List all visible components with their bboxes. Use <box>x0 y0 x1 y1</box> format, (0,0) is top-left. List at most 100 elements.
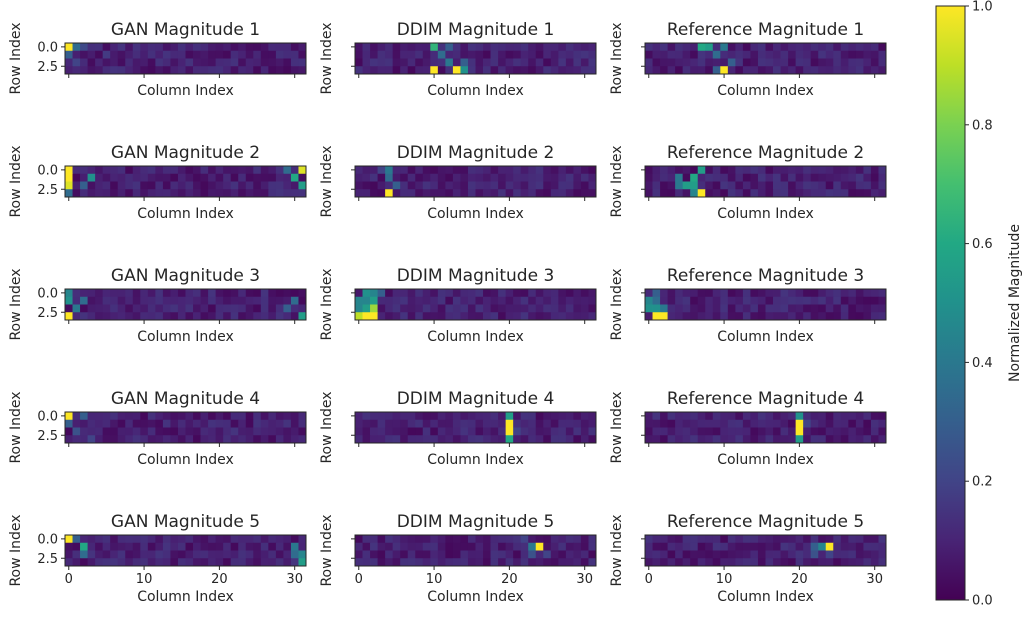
heatmap-cell <box>795 435 804 444</box>
heatmap-cell <box>87 50 96 59</box>
heatmap-cell <box>645 558 653 567</box>
heatmap-cell <box>268 542 277 551</box>
x-tick-label: 30 <box>286 572 303 587</box>
heatmap-cell <box>833 542 842 551</box>
heatmap-cell <box>757 435 766 444</box>
heatmap-cell <box>573 296 582 305</box>
heatmap-cell <box>705 58 714 67</box>
heatmap-cell <box>788 535 797 544</box>
heatmap-cell <box>392 558 401 567</box>
heatmap-cells <box>65 43 307 75</box>
heatmap-cell <box>675 181 684 190</box>
heatmap-cell <box>238 289 247 298</box>
heatmap-cell <box>275 558 284 567</box>
heatmap-cell <box>80 166 88 175</box>
heatmap-cell <box>260 312 269 321</box>
heatmap-cell <box>660 166 668 175</box>
heatmap-cell <box>268 535 277 544</box>
heatmap-cell <box>208 66 217 75</box>
x-axis-label: Column Index <box>717 329 814 345</box>
heatmap-cell <box>400 289 409 298</box>
heatmap-cell <box>712 58 721 67</box>
heatmap-cell <box>818 181 827 190</box>
heatmap-cell <box>102 181 111 190</box>
heatmap-cell <box>193 166 201 175</box>
heatmap-cell <box>275 43 284 52</box>
heatmap-cell <box>870 296 879 305</box>
heatmap-cell <box>452 43 461 52</box>
heatmap-cell <box>193 304 201 313</box>
heatmap-cell <box>528 550 537 559</box>
heatmap-cell <box>415 173 424 182</box>
x-tick-label: 10 <box>716 572 733 587</box>
panel-frame <box>354 411 597 444</box>
heatmap-cell <box>65 289 73 298</box>
heatmap-cell <box>102 296 111 305</box>
heatmap-cell <box>773 166 781 175</box>
heatmap-cell <box>735 43 744 52</box>
heatmap-cell <box>645 66 653 75</box>
heatmap-cell <box>810 419 819 428</box>
heatmap-cell <box>162 550 171 559</box>
heatmap-cell <box>645 435 653 444</box>
heatmap-cell <box>840 189 849 198</box>
heatmap-cell <box>825 535 834 544</box>
heatmap-cell <box>407 312 416 321</box>
heatmap-cell <box>870 304 879 313</box>
heatmap-cell <box>667 427 676 436</box>
heatmap-cell <box>377 66 386 75</box>
heatmap-cell <box>848 304 857 313</box>
heatmap-cell <box>833 412 842 421</box>
heatmap-cell <box>573 181 582 190</box>
heatmap-cell <box>475 535 484 544</box>
colorbar-ticks: 0.00.20.40.60.81.0 <box>965 0 993 609</box>
heatmap-cell <box>720 166 729 175</box>
heatmap-cell <box>690 535 699 544</box>
heatmap-cell <box>355 312 363 321</box>
heatmap-cell <box>580 312 589 321</box>
heatmap-cell <box>370 558 378 567</box>
heatmap-cell <box>253 181 262 190</box>
heatmap-cell <box>750 166 759 175</box>
heatmap-cell <box>727 535 736 544</box>
heatmap-cell <box>667 289 676 298</box>
heatmap-cell <box>757 542 766 551</box>
heatmap-cell <box>870 312 879 321</box>
heatmap-cell <box>392 296 401 305</box>
heatmap-cell <box>690 58 699 67</box>
heatmap-cell <box>117 427 126 436</box>
heatmap-cell <box>430 296 439 305</box>
heatmap-cell <box>230 50 239 59</box>
heatmap-cell <box>275 289 284 298</box>
heatmap-cell <box>505 289 514 298</box>
heatmap-cell <box>810 166 819 175</box>
heatmap-cell <box>132 558 141 567</box>
heatmap-cell <box>742 296 751 305</box>
heatmap-cell <box>162 296 171 305</box>
heatmap-cell <box>742 58 751 67</box>
heatmap-cell <box>245 542 254 551</box>
heatmap-cell <box>720 312 729 321</box>
heatmap-cell <box>528 289 537 298</box>
heatmap-cell <box>550 173 559 182</box>
heatmap-cell <box>720 542 729 551</box>
heatmap-cell <box>125 66 134 75</box>
colorbar-tick-label: 0.0 <box>972 594 993 609</box>
heatmap-cell <box>268 189 277 198</box>
heatmap-cell <box>690 412 699 421</box>
heatmap-cell <box>290 289 299 298</box>
heatmap-cell <box>385 427 394 436</box>
heatmap-cell <box>140 535 149 544</box>
heatmap-cell <box>72 50 81 59</box>
heatmap-cell <box>298 58 307 67</box>
heatmap-cell <box>810 189 819 198</box>
heatmap-cell <box>65 66 73 75</box>
heatmap-cell <box>245 312 254 321</box>
heatmap-cell <box>72 66 81 75</box>
heatmap-cell <box>385 58 394 67</box>
heatmap-cell <box>185 550 194 559</box>
heatmap-cell <box>705 50 714 59</box>
heatmap-cell <box>110 166 119 175</box>
heatmap-cell <box>208 412 217 421</box>
